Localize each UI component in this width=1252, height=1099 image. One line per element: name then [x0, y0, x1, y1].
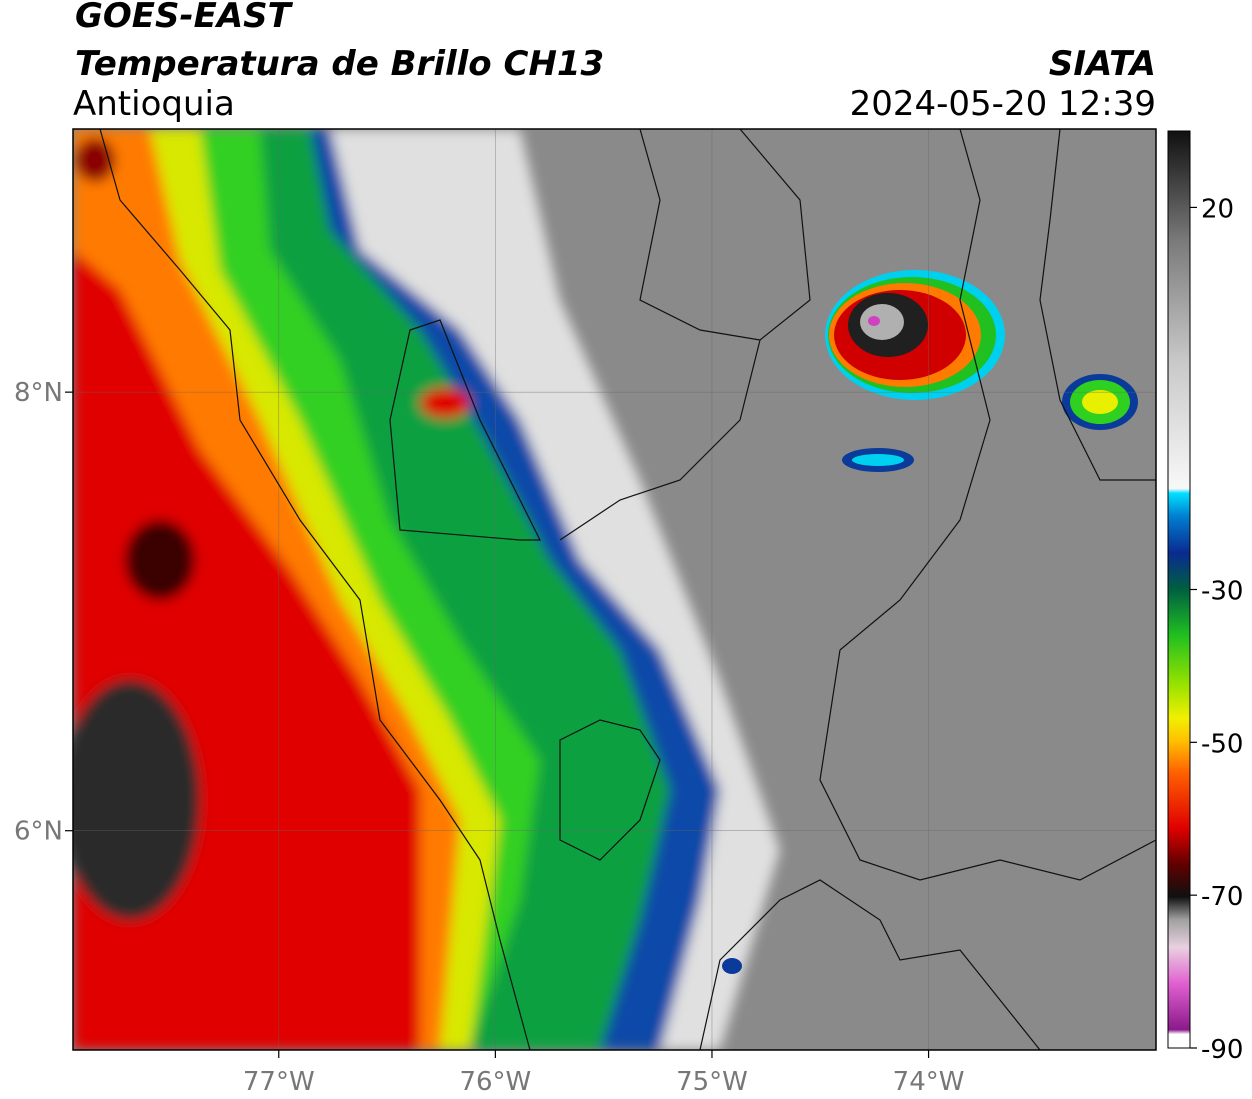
map-frame-content: [73, 129, 1156, 1050]
colorbar-tick-label: -50: [1201, 729, 1243, 759]
map-frame: [72, 128, 1157, 1051]
boundaries: [99, 129, 1156, 1050]
title-region: Antioquia: [73, 84, 235, 124]
colorbar: [1167, 130, 1191, 1049]
cloud-top-field: [73, 129, 780, 1050]
title-product: Temperatura de Brillo CH13: [75, 44, 605, 84]
colorbar-tick-label: 20: [1201, 194, 1234, 224]
title-satellite: GOES-EAST: [75, 0, 291, 36]
lon-tick-label: 75°W: [676, 1067, 748, 1097]
colorbar-tick-label: -70: [1201, 882, 1243, 912]
lon-tick-label: 74°W: [893, 1067, 965, 1097]
lat-tick-label: 8°N: [14, 378, 63, 408]
latitude-axis: 8°N 6°N: [14, 378, 73, 847]
colorbar-tick-label: -30: [1201, 577, 1243, 607]
gridlines: [73, 129, 1156, 1050]
convective-cell-south: [722, 448, 914, 974]
lon-tick-label: 76°W: [459, 1067, 531, 1097]
colorbar-tick-label: -90: [1201, 1035, 1243, 1065]
colorbar-ticks: 20 -30 -50 -70 -90: [1190, 194, 1243, 1065]
title-datetime: 2024-05-20 12:39: [849, 84, 1156, 124]
lon-tick-label: 77°W: [243, 1067, 315, 1097]
lat-tick-label: 6°N: [14, 817, 63, 847]
title-organization: SIATA: [1048, 44, 1156, 84]
longitude-axis: 77°W 76°W 75°W 74°W: [243, 1050, 965, 1097]
convective-cell-east: [1062, 374, 1138, 430]
convective-cell-northeast: [825, 270, 1005, 400]
